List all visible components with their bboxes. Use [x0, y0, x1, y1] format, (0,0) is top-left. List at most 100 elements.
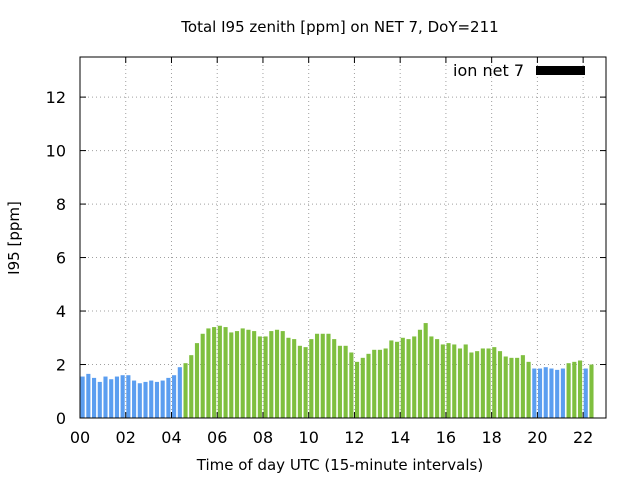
bar — [457, 348, 463, 418]
x-tick-label: 06 — [207, 428, 227, 447]
bar — [229, 332, 234, 418]
bar — [360, 357, 365, 418]
bar — [355, 361, 360, 418]
x-tick-label: 18 — [481, 428, 501, 447]
bar — [332, 339, 337, 418]
bar — [172, 375, 177, 418]
bar — [137, 383, 142, 418]
legend-label: ion net 7 — [453, 61, 524, 80]
bar — [132, 380, 137, 418]
x-tick-label: 12 — [344, 428, 364, 447]
bar — [549, 368, 554, 418]
y-tick-label: 6 — [56, 249, 66, 268]
x-tick-label: 08 — [253, 428, 273, 447]
x-tick-label: 02 — [116, 428, 136, 447]
bar — [183, 363, 188, 418]
bar — [217, 325, 222, 418]
x-tick-label: 00 — [70, 428, 90, 447]
bar — [577, 360, 583, 418]
x-tick-label: 20 — [527, 428, 547, 447]
bar — [417, 329, 423, 418]
bar — [469, 352, 474, 418]
bar — [212, 327, 217, 418]
bar — [257, 336, 262, 418]
chart-title: Total I95 zenith [ppm] on NET 7, DoY=211 — [180, 18, 498, 36]
bar — [280, 331, 285, 418]
bar — [177, 367, 182, 418]
x-tick-label: 14 — [390, 428, 410, 447]
x-axis-title: Time of day UTC (15-minute intervals) — [196, 456, 483, 474]
bar — [435, 339, 440, 418]
bar — [566, 363, 571, 418]
bars-layer — [80, 323, 594, 418]
bar — [532, 368, 537, 418]
bar — [194, 343, 200, 418]
y-tick-label: 10 — [46, 142, 66, 161]
bar — [515, 357, 520, 418]
bar — [86, 373, 91, 418]
y-axis-title: I95 [ppm] — [5, 201, 23, 275]
y-tick-label: 0 — [56, 409, 66, 428]
bar — [297, 345, 302, 418]
bar — [389, 340, 394, 418]
bar — [303, 347, 308, 418]
x-tick-label: 10 — [299, 428, 319, 447]
bar — [223, 327, 228, 418]
legend: ion net 7 — [453, 61, 585, 80]
bar — [480, 348, 485, 418]
y-tick-label: 2 — [56, 356, 66, 375]
bar — [337, 345, 342, 418]
bar — [537, 368, 543, 418]
bar — [349, 352, 354, 418]
bar — [206, 328, 211, 418]
bar — [97, 381, 102, 418]
bar — [120, 375, 125, 418]
bar — [309, 339, 314, 418]
bar — [274, 329, 280, 418]
bar — [109, 379, 114, 418]
bar — [446, 343, 451, 418]
bar — [383, 348, 388, 418]
bar — [452, 344, 457, 418]
bar — [154, 381, 160, 418]
bar — [572, 361, 577, 418]
bar — [412, 336, 417, 418]
bar — [149, 380, 154, 418]
bar — [143, 381, 148, 418]
bar — [543, 367, 548, 418]
bar — [366, 353, 371, 418]
bar — [292, 339, 297, 418]
y-tick-label: 4 — [56, 302, 66, 321]
bar — [263, 336, 268, 418]
bar — [189, 355, 194, 418]
bar — [560, 368, 565, 418]
bar — [486, 348, 491, 418]
x-tick-label: 04 — [161, 428, 181, 447]
bar — [372, 349, 377, 418]
y-tick-label: 12 — [46, 88, 66, 107]
x-tick-label: 16 — [436, 428, 456, 447]
bar — [252, 331, 257, 418]
bar — [440, 344, 445, 418]
bar — [377, 349, 382, 418]
bar — [497, 351, 503, 418]
bar — [320, 333, 325, 418]
bar — [246, 329, 251, 418]
bar — [326, 333, 331, 418]
bar — [475, 351, 480, 418]
bar — [92, 377, 97, 418]
bar — [160, 380, 165, 418]
bar — [406, 339, 411, 418]
bar — [114, 376, 119, 418]
bar — [314, 333, 320, 418]
bar — [400, 337, 405, 418]
bar — [240, 328, 245, 418]
bar — [395, 341, 400, 418]
bar — [269, 331, 274, 418]
bar — [555, 369, 560, 418]
bar — [520, 355, 525, 418]
bar — [166, 377, 171, 418]
bar — [589, 364, 594, 418]
bar — [200, 333, 205, 418]
